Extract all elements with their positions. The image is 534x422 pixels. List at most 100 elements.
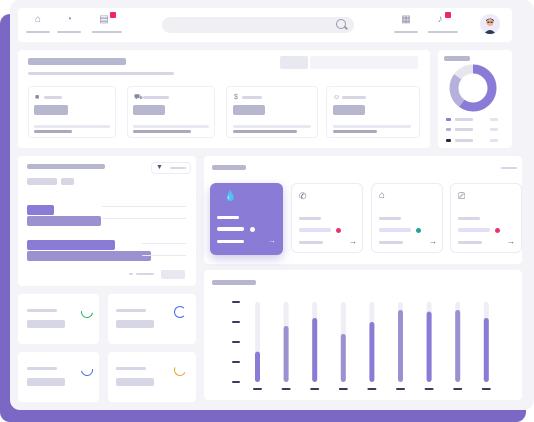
tv-icon: ⎚: [458, 191, 466, 201]
bar-5[interactable]: [369, 322, 375, 382]
hbar-primary-1: [27, 205, 54, 215]
ring-card-2[interactable]: [108, 294, 196, 344]
service-home-line-2: [379, 228, 411, 232]
services-title: [212, 165, 246, 170]
x-tick-label-5: [367, 388, 377, 390]
stat-label-2: [143, 96, 169, 99]
bar-chart-title: [212, 280, 256, 285]
nav-notifications[interactable]: ♪: [425, 12, 461, 38]
stat-value-3: [233, 105, 265, 115]
home-icon: ⌂: [379, 190, 386, 201]
overview-filter-button[interactable]: [280, 56, 308, 69]
comparison-title: [27, 164, 105, 169]
stat-progress-track-1: [34, 125, 110, 128]
ring-card-1-label: [27, 309, 57, 312]
service-home-line-3: [379, 241, 403, 244]
x-tick-label-2: [281, 388, 291, 390]
pie-legend-swatch-1: [446, 118, 451, 121]
pie-slice-2: [449, 64, 497, 112]
stat-progress-track-2: [133, 125, 209, 128]
bar-7[interactable]: [426, 311, 432, 382]
overview-subtitle: [28, 72, 174, 75]
service-phone-arrow-icon[interactable]: →: [349, 237, 357, 246]
stat-label-3: [242, 96, 262, 99]
pie-legend-value-1: [490, 118, 498, 121]
service-tv-line-1: [458, 217, 480, 220]
nav-inbox-label: [92, 31, 122, 33]
inbox-badge: [110, 12, 116, 18]
pie-legend-label-3: [455, 139, 473, 142]
stat-value-2: [133, 105, 165, 115]
ring-card-3[interactable]: [18, 352, 99, 402]
avatar-image: [480, 14, 500, 34]
ring-card-2-label: [116, 309, 146, 312]
stat-progress-fill-4: [333, 130, 377, 133]
pie-chart: [449, 64, 497, 112]
pie-legend-label-1: [455, 118, 473, 121]
service-card-water[interactable]: [210, 183, 283, 255]
comparison-pager-button[interactable]: [161, 270, 185, 279]
dashboard-window: ⌂ ◔ ▤ ▦ ♪: [10, 0, 534, 410]
bar-3[interactable]: [312, 318, 318, 382]
stat-progress-fill-2: [133, 130, 191, 133]
comparison-pager-text: [129, 273, 133, 275]
bar-4[interactable]: [340, 334, 346, 382]
service-tv-line-2: [458, 228, 490, 232]
nav-reports[interactable]: ◔: [54, 14, 84, 38]
service-tv-arrow-icon[interactable]: →: [507, 237, 515, 246]
pie-legend-value-2: [490, 128, 498, 131]
hbar-secondary-1: [27, 216, 101, 226]
home-icon: ⌂: [34, 14, 42, 25]
avatar[interactable]: [480, 14, 500, 34]
hbar-primary-2: [27, 240, 115, 250]
nav-calendar[interactable]: ▦: [391, 14, 421, 38]
comparison-subtitle-a: [27, 178, 57, 185]
stat-value-1: [34, 105, 68, 115]
service-phone-status-dot: [336, 228, 341, 233]
pie-legend-value-3: [490, 139, 498, 142]
bar-6[interactable]: [398, 310, 403, 382]
dollar-icon: $: [234, 94, 238, 101]
notifications-icon: ♪: [437, 14, 443, 25]
hbar-secondary-2: [27, 251, 151, 261]
y-tick-2: [232, 321, 240, 323]
bar-2[interactable]: [283, 326, 289, 382]
comparison-dashline-3: [142, 243, 186, 244]
comparison-dashline-4: [142, 255, 186, 256]
bar-8[interactable]: [455, 310, 461, 382]
ring-card-1[interactable]: [18, 294, 99, 344]
inbox-icon: ▤: [99, 14, 109, 25]
bar-9[interactable]: [483, 318, 489, 382]
nav-inbox[interactable]: ▤: [89, 12, 125, 38]
bar-1[interactable]: [255, 351, 260, 382]
service-water-arrow-icon[interactable]: →: [268, 236, 276, 245]
nav-home[interactable]: ⌂: [23, 14, 53, 38]
ring-progress-2: [174, 306, 186, 318]
y-tick-1: [232, 301, 240, 303]
ring-card-4[interactable]: [108, 352, 196, 402]
nav-home-label: [26, 31, 50, 33]
stat-progress-fill-3: [233, 130, 297, 133]
x-tick-label-8: [453, 388, 463, 390]
comparison-dashline-2: [102, 218, 186, 219]
service-home-arrow-icon[interactable]: →: [429, 237, 437, 246]
comparison-pager-text-2: [136, 273, 154, 275]
overview-title: [28, 58, 126, 65]
overview-date-input[interactable]: [310, 56, 418, 69]
stat-label-1: [44, 96, 62, 99]
bar-chart: [232, 301, 491, 390]
service-home-status-dot: [416, 228, 421, 233]
nav-notifications-label: [428, 31, 458, 33]
services-more-link[interactable]: [501, 167, 517, 169]
ring-card-2-value: [116, 320, 154, 328]
comparison-subtitle-b: [61, 178, 74, 185]
search-input[interactable]: [162, 17, 354, 33]
filter-icon: ▼: [156, 164, 163, 171]
service-phone-line-1: [299, 217, 321, 220]
stat-progress-track-3: [233, 125, 311, 128]
nav-reports-label: [57, 31, 81, 33]
y-tick-4: [232, 361, 240, 363]
search-icon[interactable]: [336, 19, 346, 29]
pie-legend-label-2: [455, 128, 473, 131]
